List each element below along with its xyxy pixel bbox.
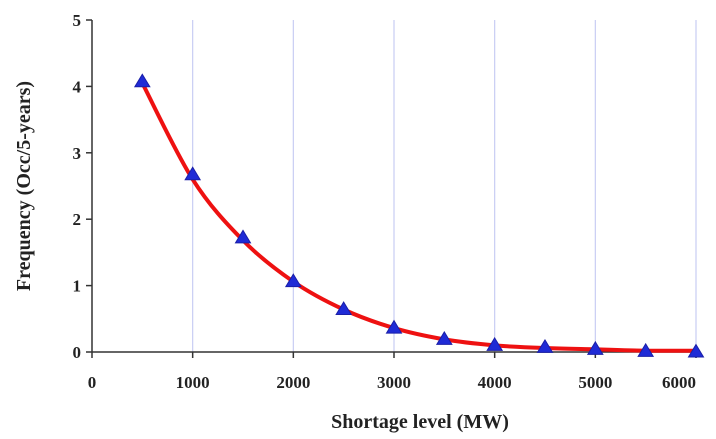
grid-lines (192, 20, 697, 352)
data-point-triangle (536, 338, 554, 353)
data-point-triangle (586, 340, 604, 355)
y-tick-label: 3 (73, 144, 82, 163)
y-tick-label: 0 (73, 343, 82, 362)
x-axis-title: Shortage level (MW) (331, 411, 509, 433)
x-tick-label: 5000 (578, 373, 612, 392)
data-point-triangle (435, 330, 453, 345)
series-markers (133, 73, 705, 358)
x-tick-label: 3000 (377, 373, 411, 392)
data-point-triangle (486, 336, 504, 351)
x-tick-label: 2000 (276, 373, 310, 392)
data-point-triangle (133, 73, 151, 88)
y-tick-label: 1 (73, 277, 82, 296)
y-axis-title: Frequency (Occ/5-years) (13, 81, 35, 291)
y-ticks: 0 1 2 3 4 5 (73, 11, 92, 362)
x-tick-label: 1000 (176, 373, 210, 392)
data-point-triangle (184, 166, 202, 181)
x-tick-label: 4000 (478, 373, 512, 392)
data-point-triangle (637, 342, 655, 357)
x-tick-label: 6000 (662, 373, 696, 392)
data-point-triangle (687, 343, 705, 358)
data-point-triangle (385, 319, 403, 334)
y-tick-label: 4 (73, 77, 82, 96)
data-point-triangle (284, 273, 302, 288)
data-point-triangle (234, 229, 252, 244)
x-ticks: 0 1000 2000 3000 4000 5000 6000 (88, 352, 697, 392)
data-point-triangle (335, 301, 353, 316)
x-tick-label: 0 (88, 373, 97, 392)
y-tick-label: 5 (73, 11, 82, 30)
y-tick-label: 2 (73, 210, 82, 229)
